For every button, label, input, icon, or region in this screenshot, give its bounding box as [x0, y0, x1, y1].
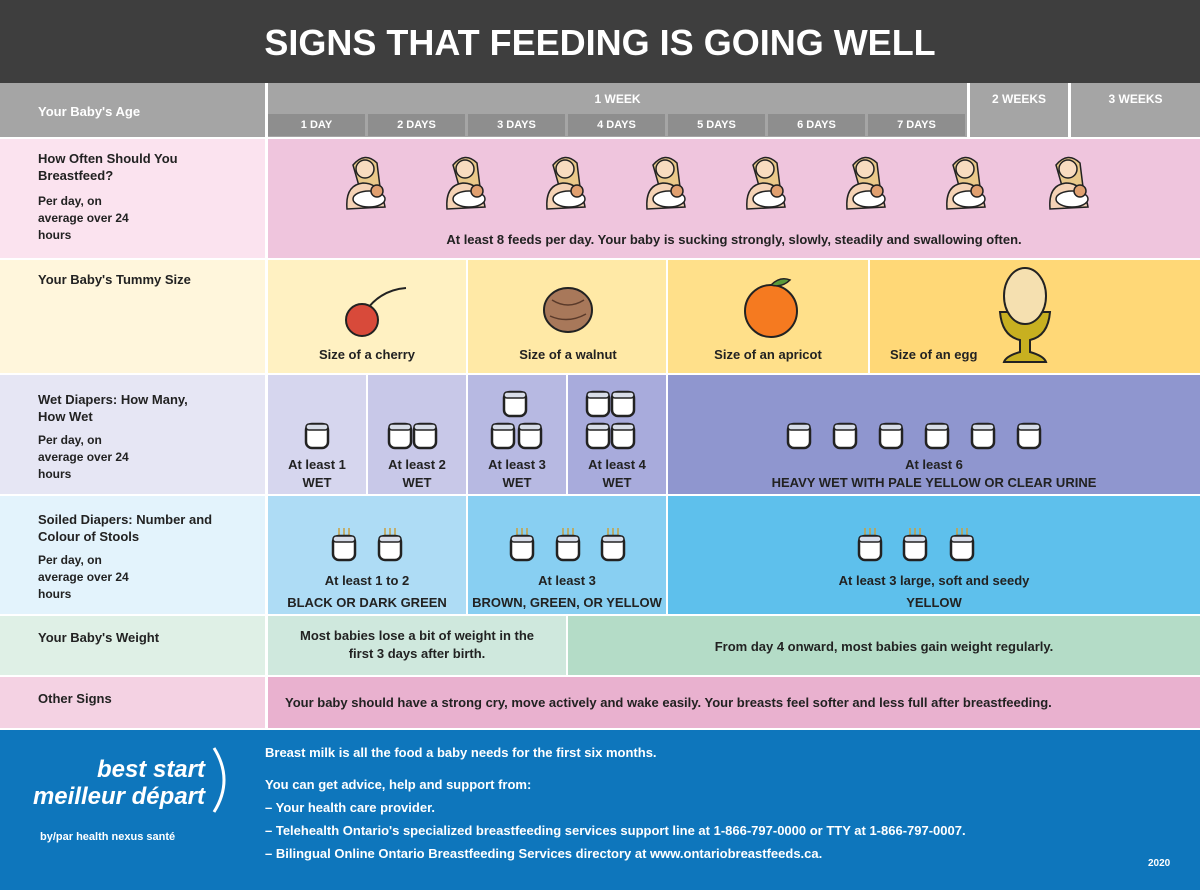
row-bg — [568, 616, 1200, 675]
row-heading: Other Signs — [38, 691, 112, 706]
divider — [1068, 83, 1071, 137]
row-bg — [268, 616, 566, 675]
byline: by/par health nexus santé — [40, 831, 176, 843]
logo-line: meilleur départ — [32, 783, 205, 810]
day-cell — [668, 114, 765, 136]
day-label: 4 DAYS — [597, 119, 636, 131]
weight-text: From day 4 onward, most babies gain weig… — [714, 639, 1054, 654]
week-label: 2 WEEKS — [991, 92, 1046, 106]
week-label: 3 WEEKS — [1108, 92, 1163, 106]
wet-count: At least 1 — [288, 457, 346, 472]
day-label: 3 DAYS — [497, 119, 536, 131]
row-heading: Your Baby's Weight — [38, 630, 160, 645]
row-label-bg — [0, 260, 265, 373]
weight-text: Most babies lose a bit of weight in the … — [299, 628, 535, 661]
day-label: 7 DAYS — [897, 119, 936, 131]
tummy-size: Size of a cherry — [318, 347, 416, 362]
day-label: 6 DAYS — [797, 119, 836, 131]
day-cell — [368, 114, 465, 136]
soiled-note: BROWN, GREEN, OR YELLOW — [472, 595, 662, 610]
year: 2020 — [1148, 858, 1171, 869]
row-heading: Wet Diapers: How Many, How Wet — [38, 392, 188, 424]
row-label-bg — [0, 496, 265, 614]
footer-bg — [0, 730, 1200, 890]
row-subheading: Per day, on average over 24 hours — [38, 553, 129, 601]
tummy-size: Size of a walnut — [519, 347, 617, 362]
wet-note: WET — [502, 475, 532, 490]
footer-line: – Your health care provider. — [265, 800, 436, 815]
footer-line: Breast milk is all the food a baby needs… — [265, 745, 657, 760]
row-bg — [268, 139, 1200, 258]
divider — [967, 83, 970, 137]
day-cell — [468, 114, 565, 136]
footer-line: – Telehealth Ontario's specialized breas… — [265, 823, 966, 838]
wet-count: At least 6 — [905, 457, 963, 472]
wet-count: At least 2 — [388, 457, 446, 472]
week-label: 1 WEEK — [594, 92, 641, 106]
row-heading: Soiled Diapers: Number and Colour of Sto… — [38, 512, 213, 544]
feeding-text: At least 8 feeds per day. Your baby is s… — [446, 232, 1022, 247]
row-heading: Your Baby's Tummy Size — [38, 272, 191, 287]
tummy-size: Size of an apricot — [714, 347, 822, 362]
wet-count: At least 3 — [488, 457, 546, 472]
row-bg — [268, 496, 466, 614]
row-label-bg — [0, 139, 265, 258]
wet-note: HEAVY WET WITH PALE YELLOW OR CLEAR URIN… — [771, 475, 1097, 490]
wet-note: WET — [602, 475, 632, 490]
soiled-count: At least 1 to 2 — [324, 573, 410, 588]
row-subheading: Per day, on average over 24 hours — [38, 433, 129, 481]
row-label-bg — [0, 616, 265, 675]
title: SIGNS THAT FEEDING IS GOING WELL — [264, 22, 936, 63]
day-cell — [768, 114, 865, 136]
tummy-size: Size of an egg — [890, 347, 978, 362]
footer-line: – Bilingual Online Ontario Breastfeeding… — [265, 846, 823, 861]
row-label-bg — [0, 375, 265, 494]
day-label: 1 DAY — [300, 119, 333, 131]
logo-line: best start — [96, 756, 205, 783]
soiled-count: At least 3 — [538, 573, 596, 588]
other-text: Your baby should have a strong cry, move… — [285, 695, 1052, 710]
row-bg — [268, 677, 1200, 728]
day-cell — [868, 114, 965, 136]
title-bar — [0, 0, 1200, 83]
soiled-note: YELLOW — [906, 595, 962, 610]
footer-line: You can get advice, help and support fro… — [265, 777, 532, 792]
wet-count: At least 4 — [588, 457, 646, 472]
day-cell — [268, 114, 365, 136]
wet-note: WET — [402, 475, 432, 490]
row-heading: How Often Should You Breastfeed? — [38, 151, 178, 183]
soiled-note: BLACK OR DARK GREEN — [287, 595, 447, 610]
day-cell — [568, 114, 665, 136]
row-subheading: Per day, on average over 24 hours — [38, 194, 129, 242]
divider — [265, 83, 268, 137]
soiled-count: At least 3 large, soft and seedy — [838, 573, 1030, 588]
row-label-bg — [0, 677, 265, 728]
day-label: 2 DAYS — [397, 119, 436, 131]
row-bg — [668, 496, 1200, 614]
wet-note: WET — [302, 475, 332, 490]
day-label: 5 DAYS — [697, 119, 736, 131]
age-label: Your Baby's Age — [38, 104, 141, 119]
